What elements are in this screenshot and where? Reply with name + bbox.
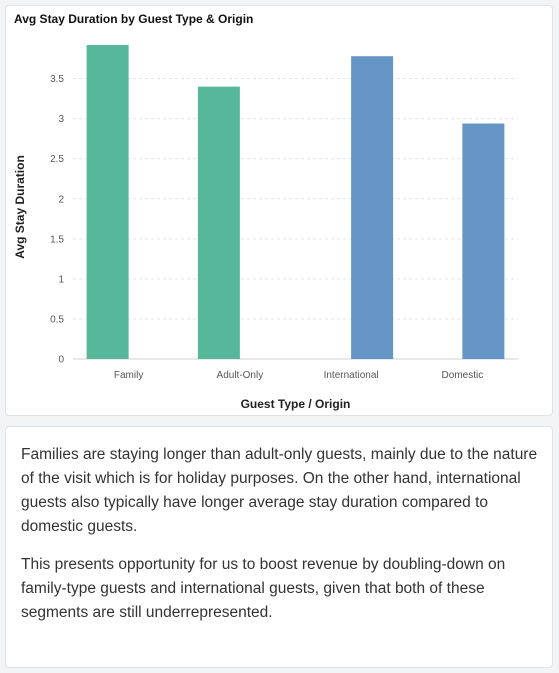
x-tick-label: Family bbox=[114, 370, 143, 381]
commentary-card: Families are staying longer than adult-o… bbox=[5, 426, 553, 668]
commentary-paragraph-1: Families are staying longer than adult-o… bbox=[21, 446, 538, 535]
y-axis-title: Avg Stay Duration bbox=[13, 155, 27, 259]
bar-international bbox=[351, 56, 394, 359]
y-tick-label: 0.5 bbox=[50, 314, 64, 325]
commentary-text: Families are staying longer than adult-o… bbox=[21, 443, 541, 639]
y-tick-label: 0 bbox=[58, 355, 64, 366]
chart-card: Avg Stay Duration by Guest Type & Origin… bbox=[5, 5, 553, 416]
y-tick-label: 2 bbox=[58, 194, 64, 205]
y-tick-label: 2.5 bbox=[50, 154, 64, 165]
x-axis-title: Guest Type / Origin bbox=[241, 397, 351, 411]
y-tick-label: 3.5 bbox=[50, 74, 64, 85]
chart-title: Avg Stay Duration by Guest Type & Origin bbox=[14, 12, 254, 26]
y-tick-label: 3 bbox=[58, 114, 64, 125]
bar-domestic bbox=[462, 123, 505, 359]
bar-family bbox=[86, 45, 129, 359]
x-tick-label: International bbox=[324, 370, 379, 381]
commentary-paragraph-2: This presents opportunity for us to boos… bbox=[21, 556, 506, 621]
y-tick-label: 1.5 bbox=[50, 234, 64, 245]
y-tick-label: 1 bbox=[58, 274, 64, 285]
x-tick-label: Domestic bbox=[442, 370, 484, 381]
bar-chart: 0 0.5 1 1.5 2 2.5 3 3.5 Family Adult-Only Internat… bbox=[13, 45, 518, 411]
bar-adult-only bbox=[197, 86, 240, 359]
x-tick-label: Adult-Only bbox=[217, 370, 264, 381]
